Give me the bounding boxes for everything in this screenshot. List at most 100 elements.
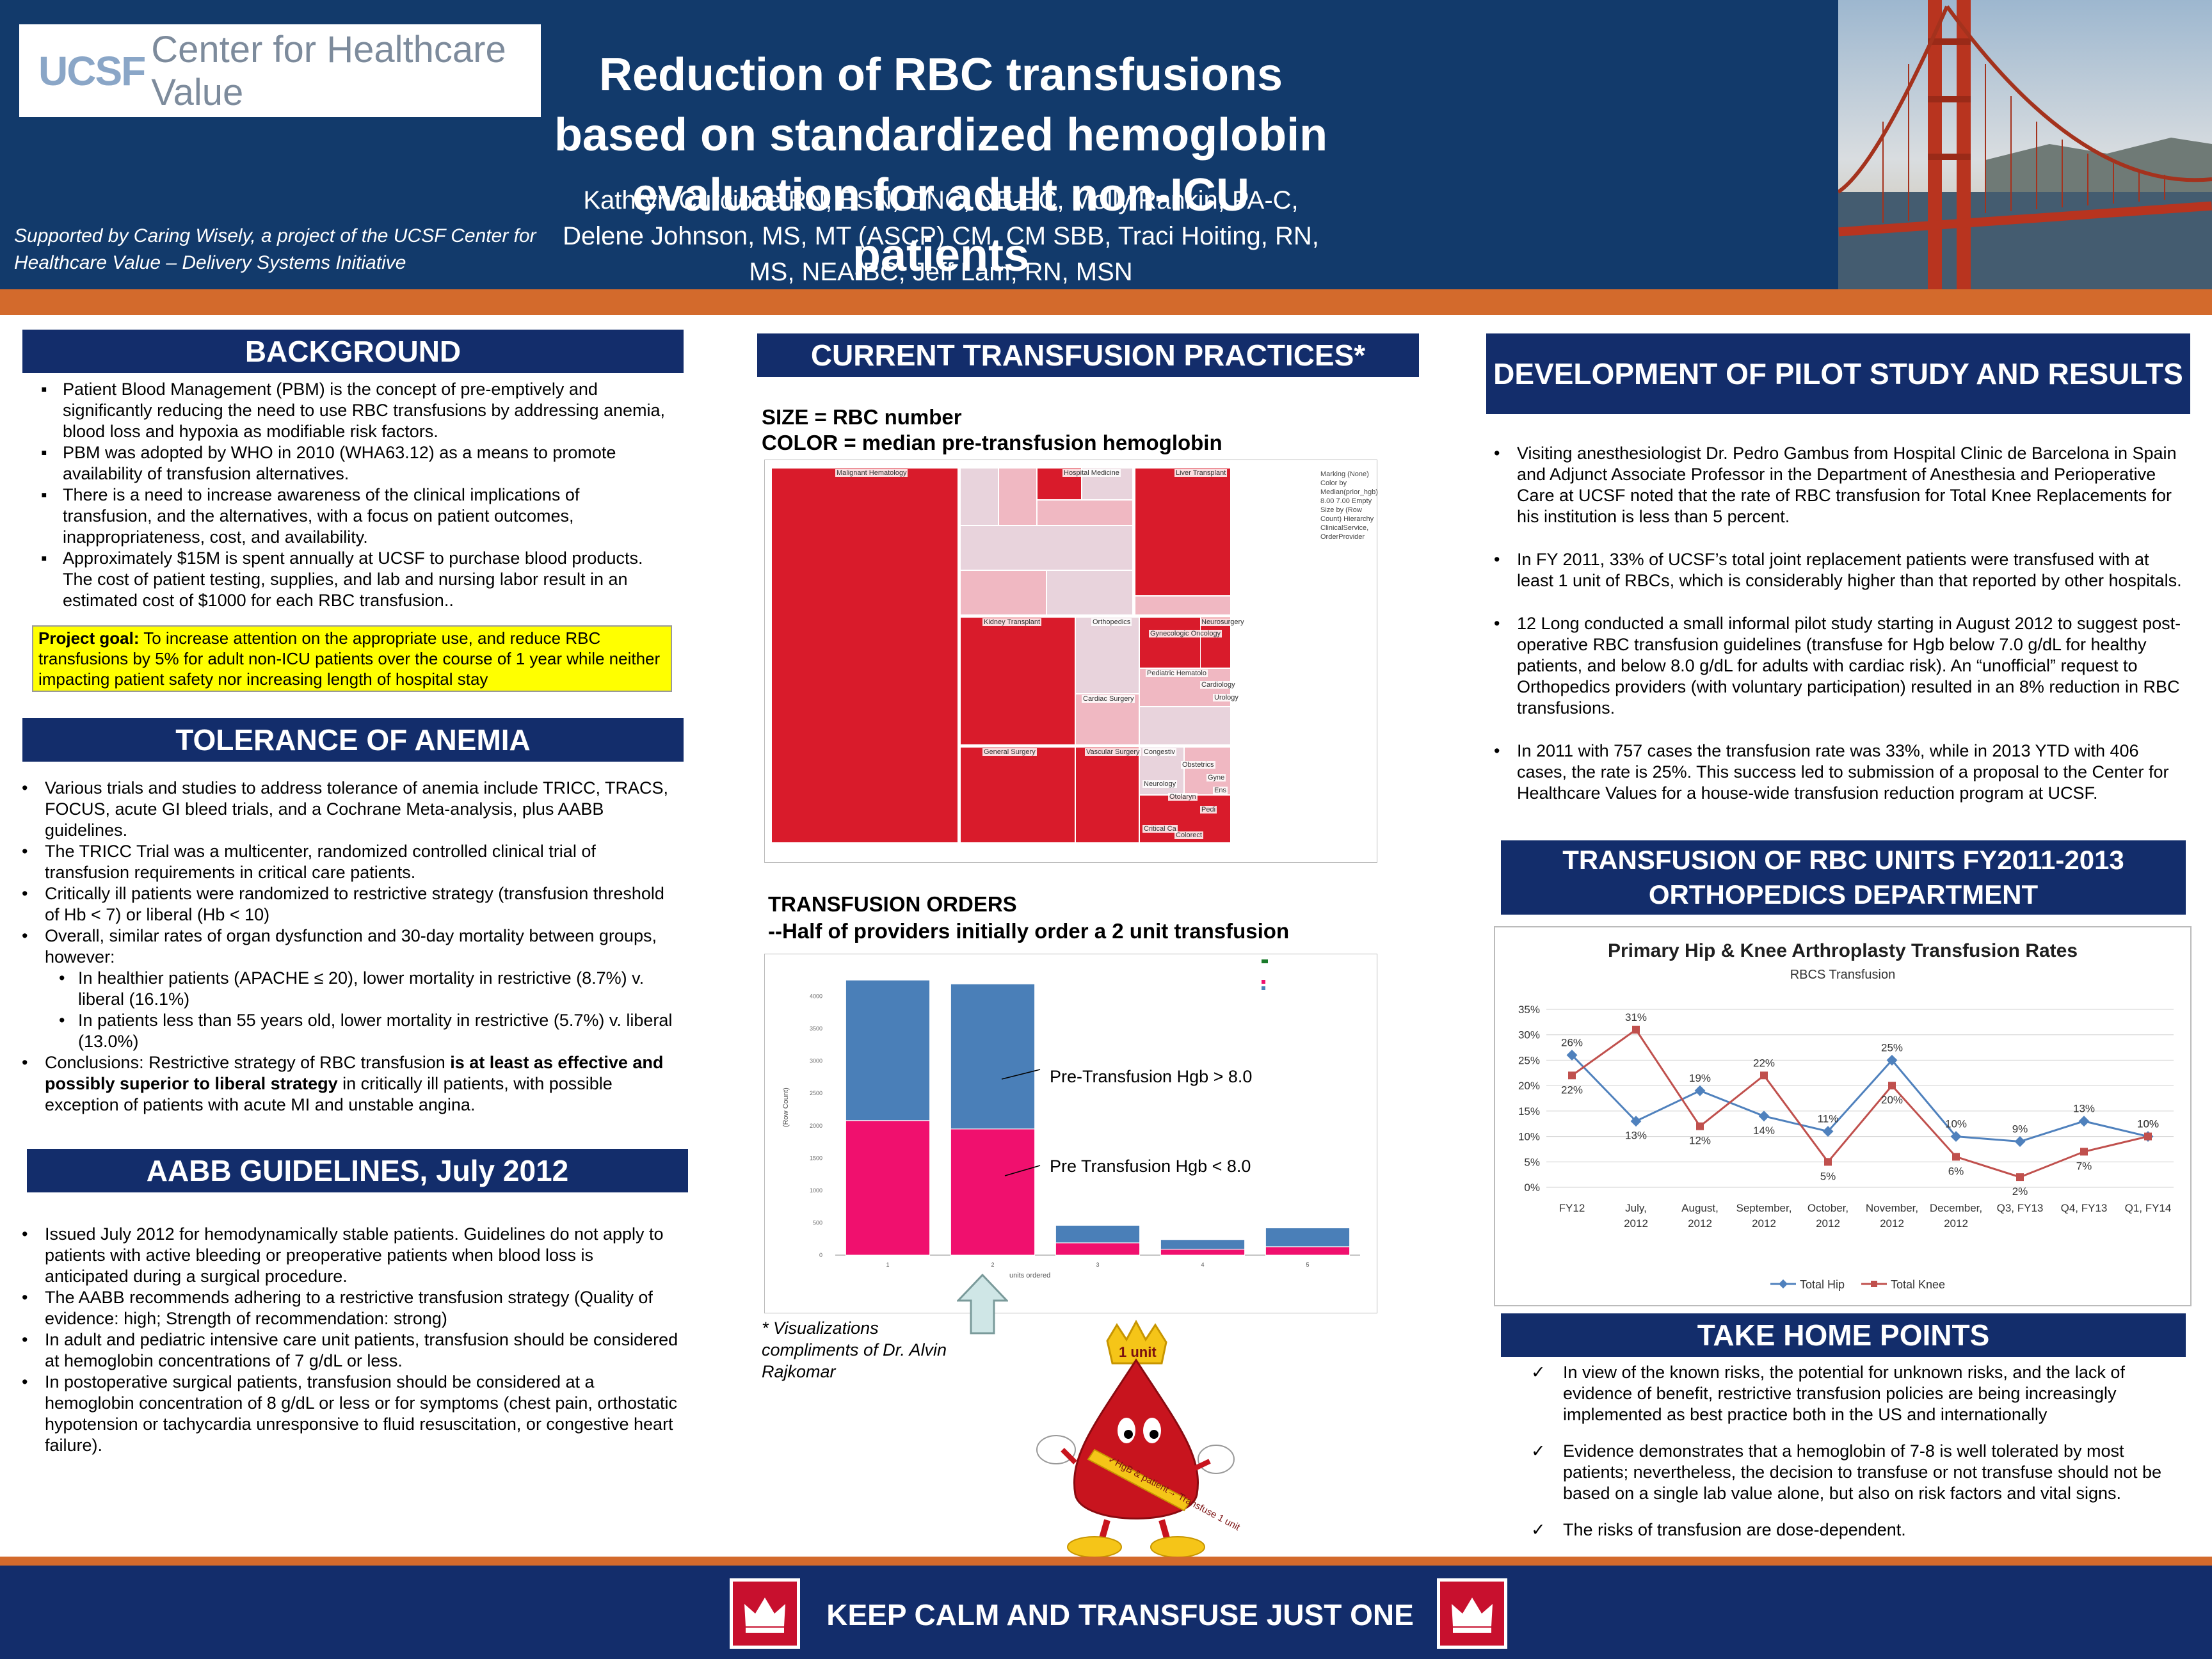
current-practices-heading: CURRENT TRANSFUSION PRACTICES* bbox=[757, 333, 1419, 377]
treemap-label: Gynecologic Oncology bbox=[1149, 630, 1222, 637]
treemap-label: Colorect bbox=[1174, 831, 1203, 839]
treemap-general-surgery bbox=[960, 747, 1075, 843]
orders-bar-hgb-gt-8 bbox=[1055, 1224, 1141, 1244]
goal-label: Project goal: bbox=[38, 629, 140, 648]
orders-bar-hgb-gt-8 bbox=[950, 983, 1036, 1130]
line-chart-subtitle: RBCS Transfusion bbox=[1790, 968, 1896, 982]
development-item: In FY 2011, 33% of UCSF’s total joint re… bbox=[1486, 549, 2190, 591]
aabb-item: Issued July 2012 for hemodynamically sta… bbox=[14, 1224, 680, 1287]
up-arrow-icon bbox=[956, 1273, 1009, 1334]
treemap-cell bbox=[1046, 570, 1133, 615]
development-item: Visiting anesthesiologist Dr. Pedro Gamb… bbox=[1486, 443, 2190, 527]
annotation-leader bbox=[1004, 1165, 1041, 1176]
orders-x-tick: 5 bbox=[1306, 1262, 1309, 1268]
treemap-label: Gyne bbox=[1206, 774, 1226, 781]
line-point-knee bbox=[2080, 1148, 2088, 1156]
tolerance-item: Overall, similar rates of organ dysfunct… bbox=[14, 926, 680, 968]
annotation-leader bbox=[1001, 1069, 1041, 1080]
line-point-knee bbox=[1696, 1122, 1704, 1130]
line-point-hip bbox=[2078, 1116, 2090, 1127]
transfusion-units-heading: TRANSFUSION OF RBC UNITS FY2011-2013 ORT… bbox=[1501, 840, 2186, 915]
aabb-item: The AABB recommends adhering to a restri… bbox=[14, 1287, 680, 1329]
take-home-item: The risks of transfusion are dose-depend… bbox=[1523, 1519, 2189, 1541]
size-legend: SIZE = RBC number bbox=[762, 405, 962, 429]
tolerance-heading: TOLERANCE OF ANEMIA bbox=[22, 718, 684, 762]
orders-bar-hgb-lt-8 bbox=[1265, 1246, 1350, 1256]
orders-subtitle: --Half of providers initially order a 2 … bbox=[768, 919, 1290, 943]
poster-title: Reduction of RBC transfusions based on s… bbox=[554, 49, 1328, 281]
project-goal-box: Project goal: To increase attention on t… bbox=[32, 625, 672, 692]
line-x-tick: September, 2012 bbox=[1736, 1202, 1792, 1230]
line-x-tick: November, 2012 bbox=[1866, 1202, 1918, 1230]
line-y-tick: 15% bbox=[1518, 1105, 1540, 1118]
treemap-cell bbox=[1139, 707, 1231, 745]
treemap-cell bbox=[998, 468, 1037, 525]
treemap-cell bbox=[960, 525, 1133, 570]
development-heading: DEVELOPMENT OF PILOT STUDY AND RESULTS bbox=[1486, 333, 2190, 414]
orders-y-tick: 2500 bbox=[810, 1090, 822, 1096]
tolerance-conclusion: Conclusions: Restrictive strategy of RBC… bbox=[14, 1052, 680, 1116]
tolerance-item: The TRICC Trial was a multicenter, rando… bbox=[14, 841, 680, 883]
orders-y-tick: 2000 bbox=[810, 1123, 822, 1129]
line-data-label: 6% bbox=[1948, 1165, 1964, 1177]
treemap-label: Urology bbox=[1213, 694, 1240, 701]
take-home-heading: TAKE HOME POINTS bbox=[1501, 1313, 2186, 1357]
line-data-label: 11% bbox=[1818, 1113, 1839, 1125]
treemap-label: Ens bbox=[1213, 787, 1228, 794]
line-series-knee bbox=[1571, 1028, 2149, 1178]
orders-y-tick: 0 bbox=[819, 1252, 822, 1258]
line-point-knee bbox=[1824, 1158, 1832, 1166]
tolerance-section: Various trials and studies to address to… bbox=[14, 778, 680, 1116]
orders-bar-hgb-lt-8 bbox=[1055, 1242, 1141, 1256]
treemap-cell bbox=[960, 570, 1046, 615]
footer-slogan: KEEP CALM AND TRANSFUSE JUST ONE bbox=[826, 1598, 1414, 1631]
line-data-label: 7% bbox=[2076, 1160, 2092, 1172]
visualization-credit: * Visualizations compliments of Dr. Alvi… bbox=[762, 1318, 947, 1381]
line-x-tick: December, 2012 bbox=[1930, 1202, 1982, 1230]
color-legend: COLOR = median pre-transfusion hemoglobi… bbox=[762, 431, 1222, 454]
line-point-hip bbox=[1630, 1116, 1642, 1127]
orders-x-tick: 1 bbox=[886, 1262, 889, 1268]
treemap-label: Otolaryn bbox=[1168, 793, 1198, 801]
line-y-tick: 0% bbox=[1524, 1182, 1540, 1194]
line-data-label: 25% bbox=[1881, 1041, 1903, 1054]
line-data-label: 26% bbox=[1561, 1036, 1583, 1048]
line-point-knee bbox=[2016, 1173, 2024, 1182]
line-x-tick: Q1, FY14 bbox=[2125, 1202, 2172, 1214]
orders-bar-hgb-gt-8 bbox=[1160, 1239, 1246, 1250]
tolerance-item: Various trials and studies to address to… bbox=[14, 778, 680, 841]
ucsf-logo: UCSF Center for Healthcare Value bbox=[19, 24, 541, 117]
line-data-label: 31% bbox=[1625, 1011, 1647, 1023]
logo-text: Center for Healthcare Value bbox=[151, 28, 506, 113]
line-point-hip bbox=[1694, 1085, 1706, 1096]
treemap-vascular-surgery bbox=[1075, 747, 1139, 843]
orders-bar-hgb-lt-8 bbox=[950, 1128, 1036, 1256]
line-data-label: 2% bbox=[2012, 1185, 2028, 1198]
line-point-knee bbox=[1632, 1025, 1640, 1034]
background-item: There is a need to increase awareness of… bbox=[27, 485, 673, 548]
take-home-item: In view of the known risks, the potentia… bbox=[1523, 1362, 2189, 1425]
treemap-kidney-transplant bbox=[960, 617, 1075, 745]
aabb-item: In postoperative surgical patients, tran… bbox=[14, 1372, 680, 1456]
line-y-tick: 10% bbox=[1518, 1131, 1540, 1143]
line-point-knee bbox=[1952, 1153, 1960, 1161]
treemap-label: Cardiology bbox=[1200, 681, 1237, 689]
orders-x-tick: 2 bbox=[991, 1262, 994, 1268]
aabb-item: In adult and pediatric intensive care un… bbox=[14, 1329, 680, 1372]
background-item: Approximately $15M is spent annually at … bbox=[27, 548, 673, 611]
line-data-label: 10% bbox=[1945, 1118, 1967, 1130]
line-data-label: 12% bbox=[1689, 1135, 1711, 1147]
line-y-tick: 20% bbox=[1518, 1080, 1540, 1092]
orders-x-tick: 3 bbox=[1096, 1262, 1099, 1268]
mascot-crown-label: 1 unit bbox=[1119, 1344, 1157, 1360]
legend-marker-knee bbox=[1871, 1281, 1877, 1287]
line-point-hip bbox=[2014, 1136, 2026, 1147]
treemap-cell bbox=[960, 468, 998, 525]
authors: Kathryn Curcione RN, BSN, ONC, NE-BC, Mo… bbox=[563, 186, 1319, 286]
orders-y-tick: 3000 bbox=[810, 1058, 822, 1064]
orders-y-label: (Row Count) bbox=[782, 1087, 790, 1127]
tolerance-item: Critically ill patients were randomized … bbox=[14, 883, 680, 926]
orders-y-tick: 500 bbox=[813, 1219, 822, 1226]
tolerance-subitem: In patients less than 55 years old, lowe… bbox=[14, 1010, 680, 1052]
arthroplasty-transfusion-rates-chart: Primary Hip & Knee Arthroplasty Transfus… bbox=[1494, 926, 2192, 1306]
